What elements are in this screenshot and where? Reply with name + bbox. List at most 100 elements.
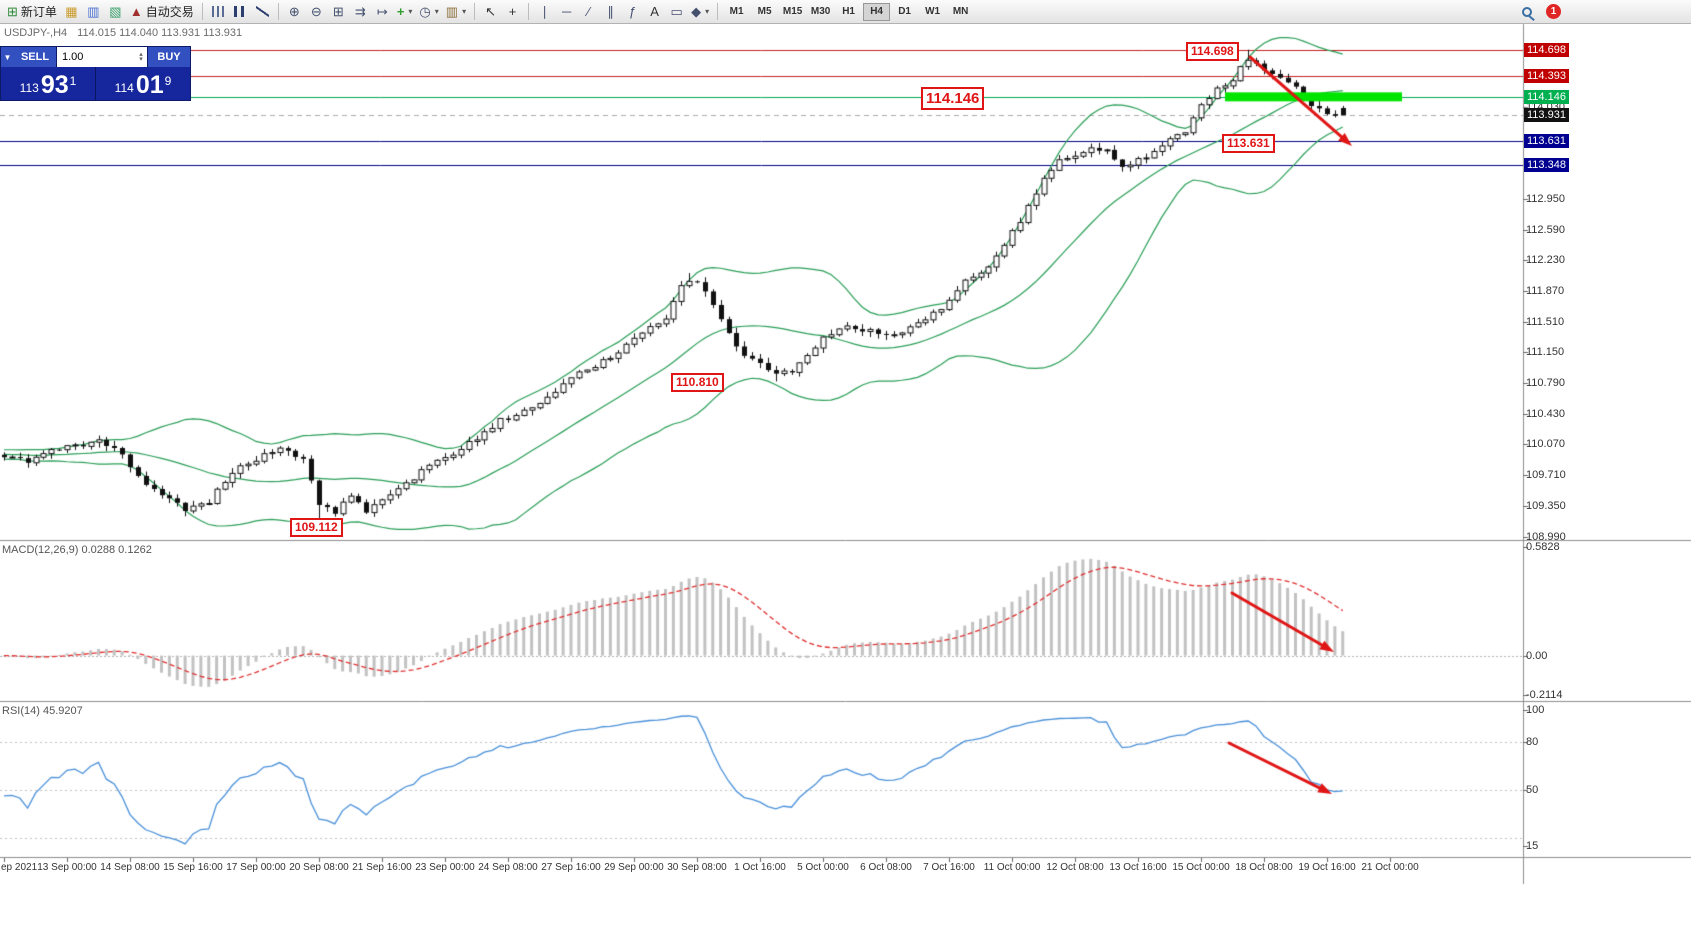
text-button[interactable]: A [644, 2, 665, 22]
price-line-label: 114.146 [1524, 89, 1569, 104]
price-tick-label: 110.430 [1526, 407, 1565, 420]
timeframe-w1-button[interactable]: W1 [919, 3, 946, 21]
bar-chart-button[interactable] [208, 2, 229, 22]
time-axis-label: 15 Oct 00:00 [1172, 862, 1230, 873]
chevron-down-icon: ▾ [462, 7, 467, 16]
buy-price[interactable]: 114 01 9 [95, 67, 190, 100]
time-axis-label: 21 Sep 16:00 [352, 862, 412, 873]
candlestick-chart-button[interactable] [230, 2, 251, 22]
chart-window-title: USDJPY-,H4 114.015 114.040 113.931 113.93… [4, 27, 242, 39]
timeframe-d1-button[interactable]: D1 [891, 3, 918, 21]
channel-button[interactable]: ∥ [600, 2, 621, 22]
templates-button[interactable]: ▥ ▾ [443, 2, 469, 22]
timeframe-h4-button[interactable]: H4 [863, 2, 891, 21]
price-annotation[interactable]: 114.698 [1186, 42, 1239, 61]
chevron-down-icon: ▾ [434, 7, 439, 16]
macd-axis-label: 0.00 [1526, 649, 1548, 662]
horizontal-line-icon: ─ [561, 4, 572, 19]
vertical-line-icon: ∣ [541, 4, 548, 19]
time-axis-label: 23 Sep 00:00 [415, 862, 475, 873]
time-axis-label: 13 Sep 00:00 [37, 862, 97, 873]
auto-scroll-button[interactable]: ⇉ [350, 2, 371, 22]
channel-icon: ∥ [607, 4, 614, 19]
main-toolbar: ⊞ 新订单 ▦ ▥ ▧ ▲ 自动交易 ⊕ ⊖ ⊞ ⇉ ↦ + ▾ ◷ ▾ ▥ ▾ ↖ … [0, 0, 1691, 24]
time-axis-label: 20 Sep 08:00 [289, 862, 349, 873]
shapes-icon: ◆ [691, 4, 702, 19]
trade-panel-collapse-icon[interactable]: ▼ [1, 47, 14, 67]
macd-indicator-label: MACD(12,26,9) 0.0288 0.1262 [2, 544, 152, 556]
timeframe-m30-button[interactable]: M30 [807, 3, 834, 21]
tile-windows-icon: ⊞ [332, 4, 344, 19]
timeframe-m15-button[interactable]: M15 [779, 3, 806, 21]
timeframe-h1-button[interactable]: H1 [835, 3, 862, 21]
autotrading-button[interactable]: ▲ 自动交易 [127, 2, 197, 22]
cursor-button[interactable]: ↖ [480, 2, 501, 22]
zoom-out-button[interactable]: ⊖ [306, 2, 327, 22]
time-axis-label: 17 Sep 00:00 [226, 862, 286, 873]
chart-shift-button[interactable]: ↦ [372, 2, 393, 22]
chevron-down-icon: ▾ [705, 7, 710, 16]
text-icon: A [650, 4, 659, 19]
sell-price[interactable]: 113 93 1 [1, 67, 95, 100]
indicators-button[interactable]: + ▾ [394, 2, 416, 22]
price-annotation[interactable]: 109.112 [290, 518, 343, 537]
timeframe-m1-button[interactable]: M1 [723, 3, 750, 21]
search-icon[interactable] [1522, 6, 1532, 17]
line-chart-button[interactable] [252, 2, 273, 22]
timeframe-mn-button[interactable]: MN [947, 3, 974, 21]
lot-size-value[interactable]: 1.00 [62, 51, 84, 63]
shapes-button[interactable]: ◆ ▾ [688, 2, 712, 22]
toolbar-right-group: 1 [1522, 4, 1561, 19]
lot-increase-icon[interactable]: ▴ [139, 51, 143, 58]
toolbar-separator [474, 3, 476, 20]
indicators-plus-icon: + [396, 4, 405, 19]
buy-price-pips: 01 [135, 71, 164, 99]
time-axis-label: ep 2021 [1, 862, 38, 873]
lot-size-field[interactable]: 1.00 ▴ ▾ [56, 47, 148, 67]
fibonacci-button[interactable]: ƒ [622, 2, 643, 22]
rsi-axis-label: 100 [1526, 704, 1545, 716]
price-annotation[interactable]: 110.810 [671, 373, 724, 392]
horizontal-line-button[interactable]: ─ [556, 2, 577, 22]
rsi-axis-label: 15 [1526, 840, 1539, 852]
vertical-line-button[interactable]: ∣ [534, 2, 555, 22]
market-watch-button[interactable]: ▦ [61, 2, 82, 22]
text-label-button[interactable]: ▭ [666, 2, 687, 22]
lot-decrease-icon[interactable]: ▾ [139, 56, 143, 63]
price-tick-label: 112.950 [1526, 192, 1565, 205]
time-axis-label: 14 Sep 08:00 [100, 862, 160, 873]
price-line-label: 114.698 [1524, 42, 1569, 57]
buy-button[interactable]: BUY [148, 47, 190, 67]
new-order-label: 新订单 [20, 5, 57, 19]
auto-scroll-icon: ⇉ [354, 4, 366, 19]
timeframe-m5-button[interactable]: M5 [751, 3, 778, 21]
trendline-button[interactable]: ∕ [578, 2, 599, 22]
new-order-button[interactable]: ⊞ 新订单 [4, 2, 60, 22]
trade-panel-prices-row: 113 93 1 114 01 9 [1, 67, 190, 100]
clock-icon: ◷ [419, 4, 431, 19]
toolbar-separator [528, 3, 530, 20]
notification-badge[interactable]: 1 [1546, 4, 1561, 19]
template-icon: ▥ [445, 4, 459, 19]
periods-button[interactable]: ◷ ▾ [416, 2, 441, 22]
price-annotation[interactable]: 113.631 [1222, 134, 1275, 153]
cursor-icon: ↖ [485, 4, 497, 19]
navigator-button[interactable]: ▧ [105, 2, 126, 22]
price-annotation[interactable]: 114.146 [921, 87, 985, 110]
crosshair-button[interactable]: + [502, 2, 523, 22]
trade-panel-top-row: ▼ SELL 1.00 ▴ ▾ BUY [1, 47, 190, 67]
lot-spinner[interactable]: ▴ ▾ [135, 51, 147, 63]
data-window-button[interactable]: ▥ [83, 2, 104, 22]
sell-button[interactable]: SELL [14, 47, 56, 67]
time-axis-label: 19 Oct 16:00 [1298, 862, 1356, 873]
macd-axis-label: -0.2114 [1526, 689, 1563, 701]
time-axis-label: 11 Oct 00:00 [983, 862, 1041, 873]
symbol-period-label: USDJPY-,H4 [4, 27, 68, 39]
time-axis-label: 18 Oct 08:00 [1235, 862, 1293, 873]
zoom-in-button[interactable]: ⊕ [284, 2, 305, 22]
trendline-icon: ∕ [587, 4, 590, 19]
tile-windows-button[interactable]: ⊞ [328, 2, 349, 22]
new-order-icon: ⊞ [7, 4, 18, 19]
